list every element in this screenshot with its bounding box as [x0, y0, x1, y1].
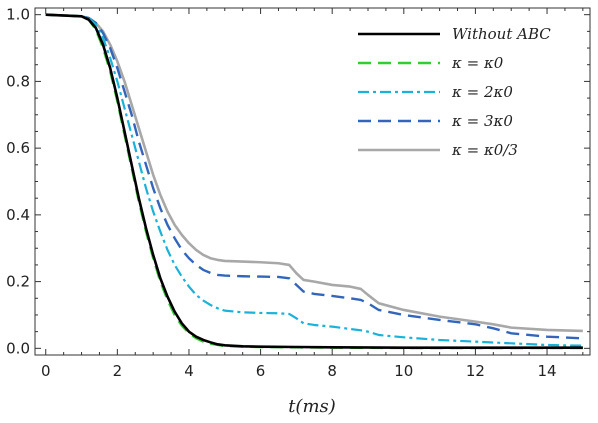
legend-label: κ = κ0	[451, 54, 504, 72]
legend-item: κ = 2κ0	[358, 83, 513, 101]
x-tick-label: 8	[327, 362, 337, 380]
x-tick-label: 6	[256, 362, 266, 380]
legend-label: κ = 2κ0	[451, 83, 513, 101]
series-line-3	[45, 13, 583, 347]
legend-item: κ = 3κ0	[358, 112, 513, 130]
x-tick-label: 10	[394, 362, 413, 380]
series-line-5	[45, 13, 583, 333]
series-line-4	[45, 13, 583, 340]
y-tick-label: 0.6	[6, 139, 30, 157]
legend-label: κ = κ0/3	[451, 141, 518, 159]
x-tick-label: 2	[113, 362, 123, 380]
ticks-layer: 0 2 4 6 8 10 12 14 0.0 0.2 0.4 0.6 0.8 1.0	[6, 6, 590, 380]
y-tick-label: 1.0	[6, 6, 30, 24]
series-line-1	[45, 13, 583, 349]
x-axis-title: t(ms)	[288, 396, 336, 417]
y-tick-label: 0.4	[6, 206, 30, 224]
y-tick-label: 0.8	[6, 72, 30, 90]
y-tick-label: 0.0	[6, 339, 30, 357]
x-tick-label: 4	[184, 362, 194, 380]
legend-item: Without ABC	[358, 25, 551, 43]
y-tick-label: 0.2	[6, 273, 30, 291]
legend-item: κ = κ0/3	[358, 141, 518, 159]
legend-label: Without ABC	[452, 25, 551, 43]
x-tick-label: 12	[466, 362, 485, 380]
x-tick-label: 0	[41, 362, 51, 380]
series-layer	[45, 13, 583, 350]
x-tick-label: 14	[537, 362, 556, 380]
plot-area	[34, 7, 591, 356]
legend-label: κ = 3κ0	[451, 112, 513, 130]
legend: Without ABC κ = κ0 κ = 2κ0 κ = 3κ0 κ = κ0/3	[358, 25, 551, 159]
legend-item: κ = κ0	[358, 54, 504, 72]
